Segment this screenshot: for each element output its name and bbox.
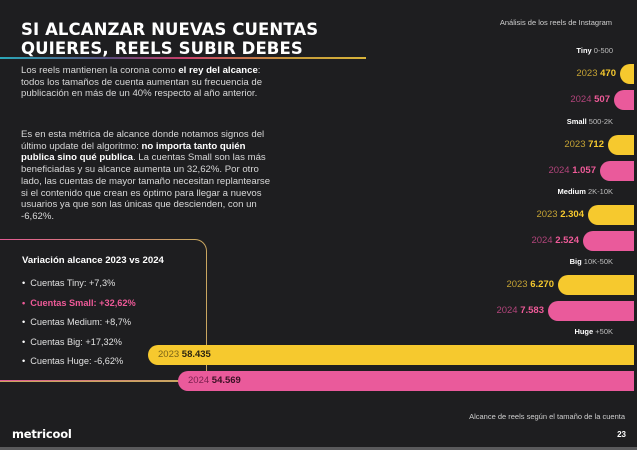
intro-emphasis: no importa tanto quién publica sino qué … bbox=[21, 140, 246, 164]
data-label-huge-2023: 2023 58.435 bbox=[158, 345, 211, 365]
category-name: Big bbox=[569, 257, 582, 266]
category-label-small: Small 500-2K bbox=[567, 117, 613, 126]
page-title: SI ALCANZAR NUEVAS CUENTAS QUIERES, REEL… bbox=[21, 20, 319, 58]
category-range: 2K-10K bbox=[585, 187, 613, 196]
data-label-year: 2023 bbox=[536, 209, 561, 220]
chart-caption: Alcance de reels según el tamaño de la c… bbox=[469, 412, 625, 421]
data-label-small-2023: 2023 712 bbox=[564, 135, 604, 155]
category-label-medium: Medium 2K-10K bbox=[558, 187, 613, 196]
variation-list: Cuentas Tiny: +7,3% Cuentas Small: +32,6… bbox=[22, 274, 136, 372]
intro-emphasis: el rey del alcance bbox=[178, 65, 258, 76]
data-label-big-2023: 2023 6.270 bbox=[506, 275, 554, 295]
bar-tiny-2024 bbox=[614, 90, 634, 110]
bar-huge-2024 bbox=[178, 371, 634, 391]
category-range: 10K-50K bbox=[581, 257, 613, 266]
metricool-logo: metricool bbox=[12, 427, 72, 441]
bottom-strip bbox=[0, 447, 637, 450]
data-label-medium-2024: 2024 2.524 bbox=[531, 231, 579, 251]
variation-box-bottom-border bbox=[0, 380, 178, 381]
data-label-year: 2024 bbox=[188, 375, 212, 386]
data-label-tiny-2023: 2023 470 bbox=[576, 64, 616, 84]
data-label-value: 2.524 bbox=[555, 235, 579, 246]
variation-item-tiny: Cuentas Tiny: +7,3% bbox=[22, 274, 136, 294]
data-label-value: 507 bbox=[594, 94, 610, 105]
data-label-value: 712 bbox=[588, 139, 604, 150]
data-label-value: 1.057 bbox=[572, 165, 596, 176]
bar-medium-2024 bbox=[583, 231, 634, 251]
data-label-year: 2023 bbox=[506, 279, 531, 290]
data-label-year: 2023 bbox=[158, 349, 182, 360]
data-label-value: 470 bbox=[600, 68, 616, 79]
title-divider bbox=[0, 57, 366, 59]
variation-item-medium: Cuentas Medium: +8,7% bbox=[22, 313, 136, 333]
data-label-value: 7.583 bbox=[520, 305, 544, 316]
bar-big-2024 bbox=[548, 301, 634, 321]
category-name: Tiny bbox=[576, 46, 592, 55]
category-range: +50K bbox=[593, 327, 613, 336]
bar-small-2023 bbox=[608, 135, 634, 155]
chart-subtitle: Análisis de los reels de Instagram bbox=[499, 18, 612, 27]
data-label-medium-2023: 2023 2.304 bbox=[536, 205, 584, 225]
data-label-year: 2024 bbox=[548, 165, 573, 176]
intro-text: : todos los tamaños de cuenta aumentan s… bbox=[21, 65, 263, 100]
data-label-value: 58.435 bbox=[181, 349, 211, 360]
category-range: 500-2K bbox=[586, 117, 613, 126]
data-label-year: 2023 bbox=[564, 139, 589, 150]
variation-item-huge: Cuentas Huge: -6,62% bbox=[22, 352, 136, 372]
data-label-value: 54.569 bbox=[211, 375, 241, 386]
data-label-huge-2024: 2024 54.569 bbox=[188, 371, 241, 391]
category-label-tiny: Tiny 0-500 bbox=[576, 46, 613, 55]
data-label-year: 2023 bbox=[576, 68, 601, 79]
bar-huge-2023 bbox=[148, 345, 634, 365]
data-label-small-2024: 2024 1.057 bbox=[548, 161, 596, 181]
bar-small-2024 bbox=[600, 161, 634, 181]
category-name: Medium bbox=[557, 187, 586, 196]
variation-item-big: Cuentas Big: +17,32% bbox=[22, 333, 136, 353]
intro-paragraph-1: Los reels mantienen la corona como el re… bbox=[21, 65, 271, 100]
category-name: Huge bbox=[574, 327, 594, 336]
variation-box-top-border bbox=[0, 239, 190, 240]
data-label-big-2024: 2024 7.583 bbox=[496, 301, 544, 321]
bar-tiny-2023 bbox=[620, 64, 634, 84]
variation-item-small: Cuentas Small: +32,62% bbox=[22, 294, 135, 314]
intro-paragraph-2: Es en esta métrica de alcance donde nota… bbox=[21, 129, 271, 223]
bar-medium-2023 bbox=[588, 205, 634, 225]
category-name: Small bbox=[566, 117, 587, 126]
bar-big-2023 bbox=[558, 275, 634, 295]
page-number: 23 bbox=[617, 430, 626, 439]
variation-box-title: Variación alcance 2023 vs 2024 bbox=[22, 255, 164, 266]
data-label-value: 6.270 bbox=[530, 279, 554, 290]
data-label-year: 2024 bbox=[531, 235, 556, 246]
intro-text: . La cuentas Small son las más beneficia… bbox=[21, 152, 271, 222]
data-label-year: 2024 bbox=[496, 305, 521, 316]
intro-text: Es en esta métrica de alcance donde nota… bbox=[21, 129, 265, 152]
category-label-huge: Huge +50K bbox=[574, 327, 613, 336]
category-range: 0-500 bbox=[591, 46, 613, 55]
data-label-value: 2.304 bbox=[560, 209, 584, 220]
category-label-big: Big 10K-50K bbox=[570, 257, 613, 266]
data-label-tiny-2024: 2024 507 bbox=[570, 90, 610, 110]
intro-text: Los reels mantienen la corona como bbox=[21, 65, 179, 76]
data-label-year: 2024 bbox=[570, 94, 595, 105]
